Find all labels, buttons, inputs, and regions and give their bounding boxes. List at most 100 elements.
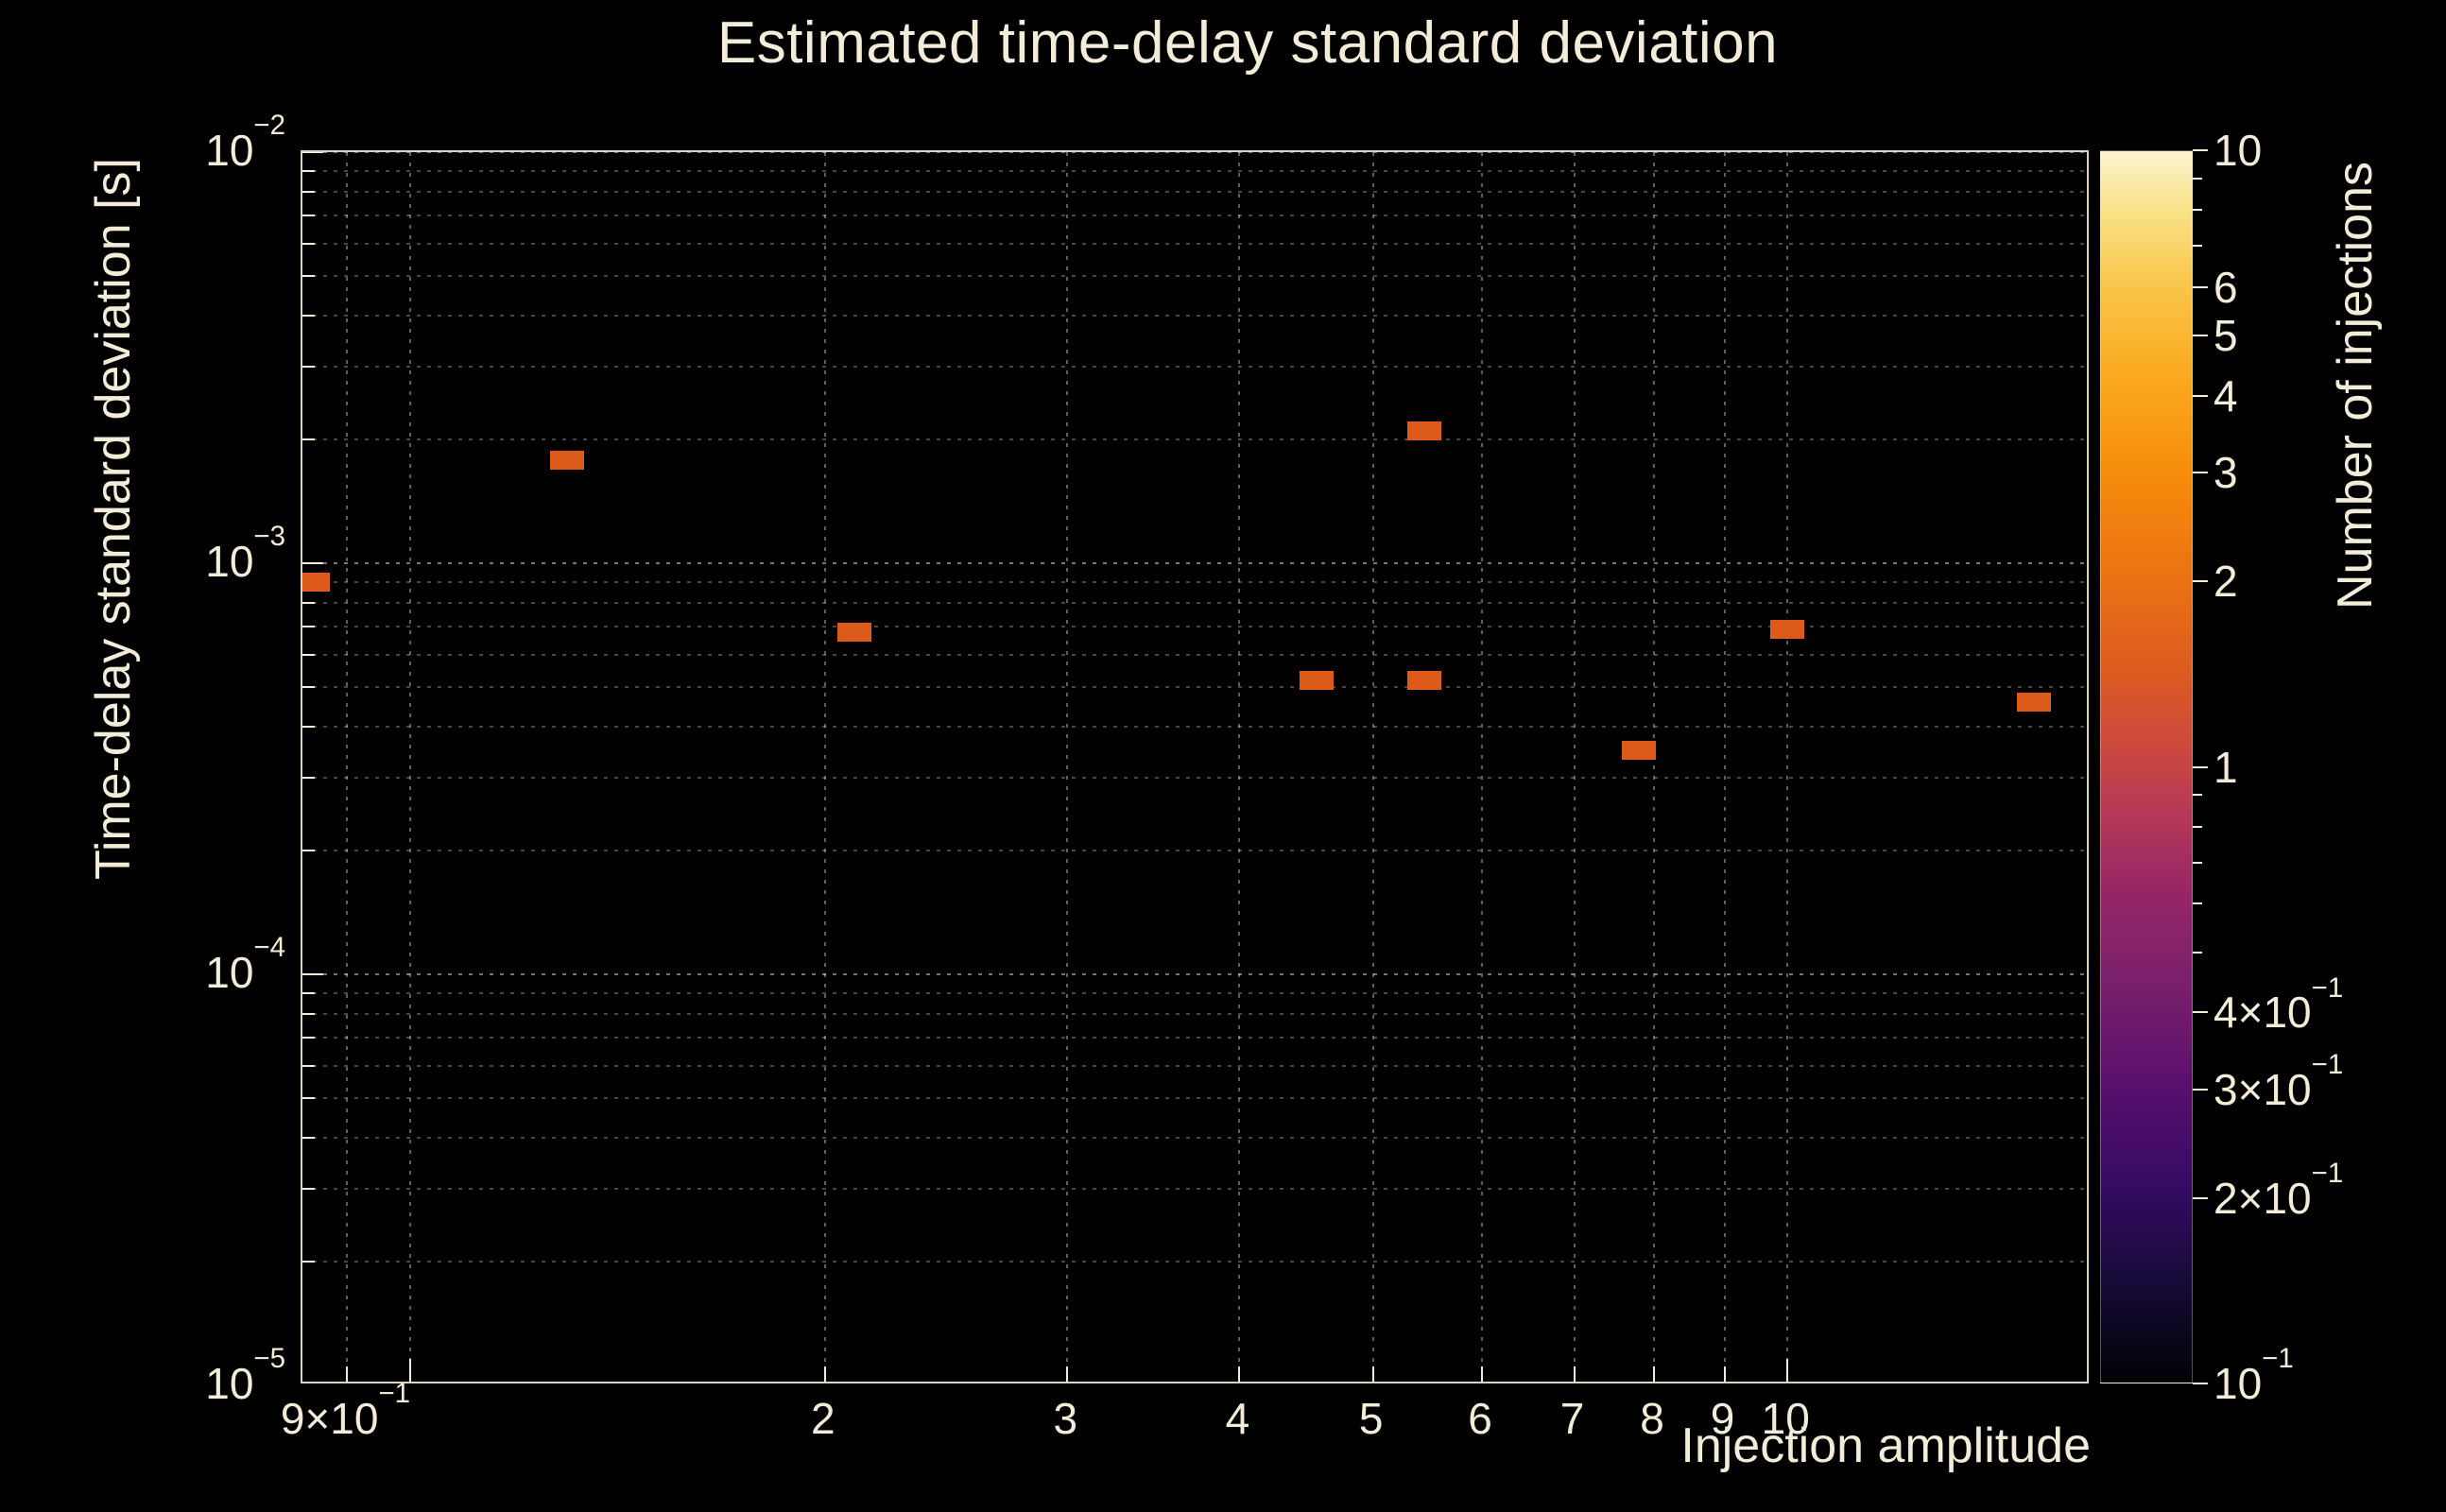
y-tick (302, 685, 315, 688)
x-tick (409, 1359, 412, 1382)
colorbar-tick (2193, 285, 2208, 288)
x-gridline (1371, 152, 1374, 1382)
x-tick-label: 8 (1640, 1394, 1664, 1443)
colorbar-tick (2193, 765, 2208, 768)
x-gridline (1481, 152, 1483, 1382)
colorbar-tick (2193, 394, 2208, 397)
x-gridline (346, 152, 349, 1382)
colorbar-tick-label: 10 (2213, 126, 2263, 175)
y-tick (302, 626, 315, 628)
y-gridline (302, 653, 2087, 656)
colorbar-tick (2193, 794, 2202, 797)
x-tick-label: 2 (810, 1394, 835, 1443)
y-gridline (302, 1188, 2087, 1191)
y-gridline (302, 1096, 2087, 1099)
exponent: −1 (2262, 1343, 2294, 1375)
y-tick-label: 10−4 (205, 932, 285, 997)
y-tick (302, 1064, 315, 1067)
exponent: −2 (253, 110, 285, 142)
x-tick (1238, 1366, 1241, 1382)
y-tick (302, 1188, 315, 1191)
exponent: −3 (253, 521, 285, 553)
colorbar-tick-label: 3 (2213, 448, 2238, 498)
y-tick (302, 1013, 315, 1016)
x-tick (1786, 1359, 1789, 1382)
colorbar-tick (2193, 177, 2202, 180)
colorbar-tick (2193, 149, 2208, 151)
x-tick-label: 3 (1053, 1394, 1078, 1443)
colorbar-tick-label: 5 (2213, 311, 2238, 361)
colorbar-tick (2193, 1011, 2208, 1014)
x-tick-label: 5 (1358, 1394, 1384, 1443)
y-gridline (302, 366, 2087, 369)
y-gridline (302, 1037, 2087, 1040)
y-gridline (302, 191, 2087, 194)
y-gridline (302, 1261, 2087, 1263)
colorbar-tick-label: 2 (2213, 557, 2238, 607)
y-gridline (302, 991, 2087, 994)
x-tick (1066, 1366, 1069, 1382)
colorbar-tick (2193, 1196, 2208, 1199)
y-tick (302, 242, 315, 245)
x-tick-label: 6 (1468, 1394, 1492, 1443)
y-gridline (302, 850, 2087, 852)
y-tick-label: 10−2 (205, 110, 285, 175)
colorbar-tick-label: 3×10−1 (2213, 1049, 2344, 1114)
exponent: −1 (2311, 971, 2344, 1004)
data-point (1407, 421, 1442, 440)
colorbar-tick (2193, 245, 2202, 248)
y-gridline (302, 973, 2087, 975)
y-tick (302, 366, 315, 369)
y-tick (302, 1261, 315, 1263)
y-tick (302, 169, 315, 172)
colorbar-tick-label: 4×10−1 (2213, 971, 2344, 1038)
colorbar-tick (2193, 472, 2208, 474)
data-point (550, 451, 585, 471)
y-tick (302, 991, 315, 994)
y-gridline (302, 777, 2087, 780)
colorbar-tick-label: 6 (2213, 262, 2238, 312)
colorbar-tick-label: 2×10−1 (2213, 1158, 2344, 1223)
colorbar-tick (2193, 335, 2208, 337)
data-point (1407, 670, 1442, 690)
y-tick-label: 10−3 (205, 521, 285, 586)
y-tick (302, 1096, 315, 1099)
y-tick (302, 191, 315, 194)
y-gridline (302, 626, 2087, 628)
y-gridline (302, 1013, 2087, 1016)
y-gridline (302, 438, 2087, 441)
colorbar-tick (2193, 580, 2208, 583)
x-tick-label: 9 (1710, 1394, 1735, 1443)
y-tick (302, 438, 315, 441)
y-gridline (302, 562, 2087, 564)
y-gridline (302, 215, 2087, 217)
x-gridline (1653, 152, 1656, 1382)
y-gridline (302, 685, 2087, 688)
y-tick (302, 562, 323, 564)
y-gridline (302, 602, 2087, 605)
y-tick (302, 602, 315, 605)
x-tick (346, 1366, 349, 1382)
x-tick (1653, 1366, 1656, 1382)
exponent: −1 (2311, 1158, 2344, 1190)
x-gridline (1238, 152, 1241, 1382)
exponent: −5 (253, 1343, 285, 1375)
chart-title: Estimated time-delay standard deviation (716, 10, 1779, 76)
x-tick (1723, 1366, 1726, 1382)
y-tick (302, 1137, 315, 1140)
y-gridline (302, 242, 2087, 245)
x-tick (1573, 1366, 1576, 1382)
y-gridline (302, 152, 2087, 153)
colorbar-tick (2193, 1088, 2208, 1091)
colorbar-tick-label: 10−1 (2213, 1343, 2294, 1408)
x-tick-label: 4 (1225, 1394, 1250, 1443)
y-tick (302, 274, 315, 277)
y-tick (302, 1037, 315, 1040)
y-tick (302, 726, 315, 729)
colorbar-tick (2193, 902, 2202, 905)
x-tick (1481, 1366, 1483, 1382)
x-gridline (1573, 152, 1576, 1382)
y-tick (302, 152, 323, 153)
y-tick (302, 315, 315, 318)
